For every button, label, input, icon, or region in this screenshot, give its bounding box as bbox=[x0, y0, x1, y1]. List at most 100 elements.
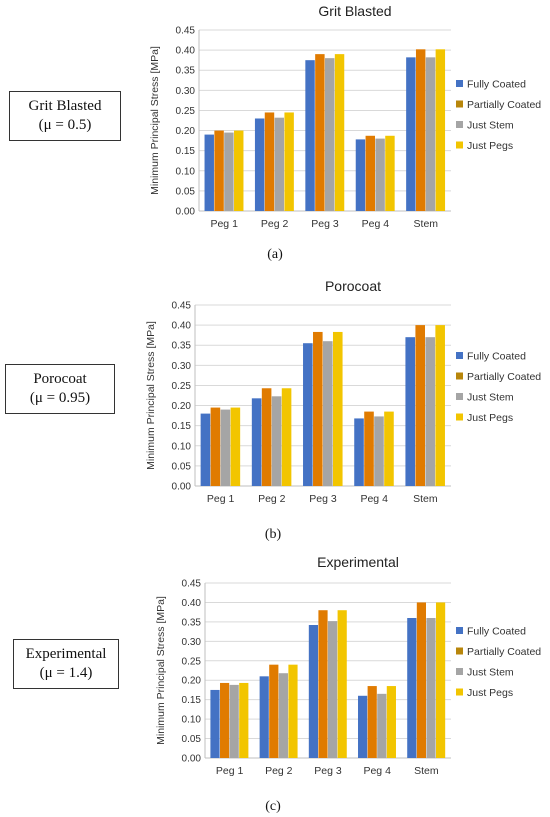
legend-swatch-just-pegs bbox=[456, 413, 463, 421]
y-tick-label: 0.00 bbox=[176, 207, 196, 218]
bar-partially-coated-stem bbox=[415, 325, 425, 486]
bar-just-stem-peg-4 bbox=[377, 693, 387, 758]
x-tick-label: Peg 4 bbox=[362, 218, 390, 230]
bar-fully-coated-peg-2 bbox=[259, 676, 269, 758]
y-tick-label: 0.00 bbox=[172, 482, 192, 493]
bar-partially-coated-peg-1 bbox=[210, 407, 221, 486]
bar-just-pegs-peg-3 bbox=[337, 610, 347, 758]
bar-fully-coated-stem bbox=[407, 618, 417, 758]
chart-title: Experimental bbox=[317, 554, 399, 570]
y-tick-label: 0.05 bbox=[182, 734, 202, 745]
y-tick-label: 0.40 bbox=[176, 46, 196, 57]
bar-fully-coated-peg-1 bbox=[210, 689, 220, 758]
bar-just-stem-peg-1 bbox=[220, 409, 231, 486]
bar-just-stem-stem bbox=[426, 618, 436, 758]
bar-just-stem-peg-4 bbox=[375, 138, 385, 211]
y-tick-label: 0.45 bbox=[176, 26, 196, 37]
x-tick-label: Stem bbox=[414, 765, 439, 777]
bar-just-pegs-peg-2 bbox=[288, 664, 298, 758]
side-label-box: Experimental (μ = 1.4) bbox=[13, 639, 119, 689]
legend-swatch-just-stem bbox=[456, 668, 463, 675]
y-tick-label: 0.25 bbox=[176, 106, 196, 117]
sub-label: (b) bbox=[264, 527, 282, 542]
legend-label-partially-coated: Partially Coated bbox=[467, 99, 541, 111]
x-tick-label: Peg 2 bbox=[258, 493, 286, 505]
bar-fully-coated-peg-4 bbox=[354, 418, 364, 486]
y-axis-label: Minimum Principal Stress [MPa] bbox=[145, 321, 157, 470]
bar-fully-coated-peg-1 bbox=[204, 134, 214, 211]
x-tick-label: Peg 4 bbox=[360, 493, 388, 505]
y-tick-label: 0.10 bbox=[176, 166, 196, 177]
bar-just-pegs-peg-1 bbox=[234, 130, 244, 211]
y-tick-label: 0.30 bbox=[176, 86, 196, 97]
chart-grit-blasted: Grit Blasted 0.00 0.05 0.10 0.15 0.20 0.25 0.30… bbox=[149, 3, 541, 230]
y-tick-label: 0.35 bbox=[182, 617, 202, 628]
bar-just-pegs-peg-4 bbox=[386, 686, 396, 758]
y-tick-label: 0.35 bbox=[176, 66, 196, 77]
y-tick-label: 0.20 bbox=[176, 126, 196, 137]
x-tick-label: Peg 2 bbox=[261, 218, 289, 230]
legend-swatch-partially-coated bbox=[456, 647, 463, 655]
y-tick-label: 0.45 bbox=[172, 301, 192, 312]
bar-fully-coated-peg-3 bbox=[308, 625, 318, 758]
x-tick-label: Peg 3 bbox=[309, 493, 337, 505]
bar-partially-coated-peg-1 bbox=[214, 130, 224, 211]
side-label-name: Porocoat bbox=[33, 371, 87, 388]
side-label-mu: (μ = 0.5) bbox=[38, 117, 92, 133]
bar-just-pegs-peg-3 bbox=[334, 54, 345, 211]
y-tick-label: 0.20 bbox=[172, 401, 192, 412]
bar-just-stem-peg-2 bbox=[278, 673, 288, 758]
bar-fully-coated-peg-4 bbox=[358, 695, 368, 758]
legend-label-fully-coated: Fully Coated bbox=[467, 626, 526, 638]
legend-swatch-fully-coated bbox=[456, 80, 463, 87]
bar-just-stem-peg-3 bbox=[323, 341, 333, 486]
bar-just-pegs-stem bbox=[435, 602, 446, 758]
bar-partially-coated-peg-2 bbox=[264, 112, 275, 211]
legend-swatch-partially-coated bbox=[456, 100, 463, 108]
bar-just-stem-peg-3 bbox=[328, 621, 338, 758]
y-tick-label: 0.10 bbox=[182, 715, 202, 726]
y-tick-label: 0.15 bbox=[182, 695, 202, 706]
y-tick-label: 0.05 bbox=[176, 186, 196, 197]
legend-label-fully-coated: Fully Coated bbox=[467, 351, 526, 363]
panel-experimental: Experimental (μ = 1.4) Experimental 0.00 0… bbox=[0, 550, 550, 817]
legend-label-just-stem: Just Stem bbox=[467, 120, 514, 132]
legend-swatch-just-pegs bbox=[456, 141, 463, 149]
bar-just-stem-peg-1 bbox=[229, 684, 239, 758]
bar-just-pegs-peg-4 bbox=[384, 411, 394, 486]
x-tick-label: Peg 3 bbox=[311, 218, 339, 230]
bar-just-pegs-peg-2 bbox=[281, 388, 292, 486]
chart-porocoat: Porocoat 0.00 0.05 0.10 0.15 0.20 0.25 0.30 0.35… bbox=[145, 278, 541, 505]
x-tick-label: Stem bbox=[413, 493, 438, 505]
bar-partially-coated-peg-2 bbox=[261, 388, 272, 486]
bar-partially-coated-peg-2 bbox=[269, 664, 279, 758]
bar-partially-coated-peg-1 bbox=[220, 682, 230, 758]
legend-label-fully-coated: Fully Coated bbox=[467, 79, 526, 91]
y-tick-label: 0.40 bbox=[182, 598, 202, 609]
bar-just-stem-stem bbox=[425, 337, 435, 486]
bar-fully-coated-stem bbox=[406, 57, 416, 211]
y-tick-label: 0.10 bbox=[172, 441, 192, 452]
x-tick-label: Peg 1 bbox=[207, 493, 235, 505]
y-tick-label: 0.30 bbox=[182, 637, 202, 648]
legend-swatch-fully-coated bbox=[456, 627, 463, 634]
legend-label-just-pegs: Just Pegs bbox=[467, 140, 513, 152]
x-tick-label: Peg 1 bbox=[216, 765, 244, 777]
x-tick-label: Peg 3 bbox=[314, 765, 342, 777]
x-tick-label: Peg 1 bbox=[210, 218, 238, 230]
chart-experimental: Experimental 0.00 0.05 0.10 0.15 0.20 0.25 0.30… bbox=[155, 554, 541, 777]
bar-partially-coated-peg-4 bbox=[367, 686, 377, 758]
legend-label-just-stem: Just Stem bbox=[467, 392, 514, 404]
bar-just-pegs-peg-1 bbox=[239, 682, 249, 758]
bar-just-stem-stem bbox=[425, 57, 436, 211]
side-label-name: Experimental bbox=[25, 646, 107, 663]
side-label-mu: (μ = 1.4) bbox=[39, 665, 93, 681]
legend-label-just-pegs: Just Pegs bbox=[467, 687, 513, 699]
legend-label-partially-coated: Partially Coated bbox=[467, 646, 541, 658]
x-tick-label: Peg 4 bbox=[363, 765, 391, 777]
chart-title: Grit Blasted bbox=[318, 3, 391, 19]
y-tick-label: 0.40 bbox=[172, 321, 192, 332]
bar-just-pegs-peg-4 bbox=[385, 135, 395, 211]
bar-fully-coated-peg-2 bbox=[251, 398, 262, 486]
legend-swatch-just-pegs bbox=[456, 688, 463, 696]
